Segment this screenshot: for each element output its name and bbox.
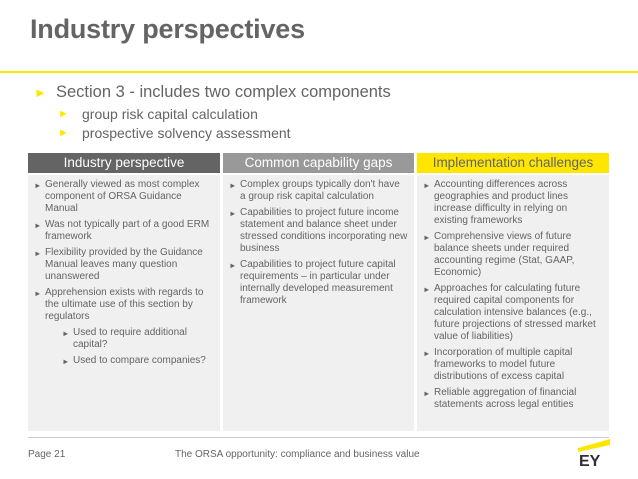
bullet-arrow-icon: ► [229,181,237,190]
list-item: ► Accounting differences across geographi… [423,179,603,227]
bullet-arrow-icon: ► [34,181,42,190]
bullet-arrow-icon: ► [423,285,431,294]
list-item-text: Used to require additional capital? [73,327,187,350]
list-subitem: ► Used to compare companies? [62,355,214,368]
list-item-text: Used to compare companies? [73,355,206,366]
section-heading: Section 3 - includes two complex compone… [56,83,391,101]
bullet-arrow-icon: ► [34,85,47,100]
list-item-text: Complex groups typically don't have a gr… [240,179,400,202]
bullet-arrow-icon: ► [229,209,237,218]
list-item-text: Incorporation of multiple capital framew… [434,347,573,382]
list-item: ► Capabilities to project future capital … [229,259,408,307]
section-subitem: ► prospective solvency assessment [58,125,624,141]
list-item-text: Reliable aggregation of financial statem… [434,387,577,410]
list-subitem: ► Used to require additional capital? [62,327,214,351]
list-item-text: Was not typically part of a good ERM fra… [45,219,210,242]
bullet-arrow-icon: ► [62,329,70,338]
list-item: ► Comprehensive views of future balance s… [423,231,603,279]
bullet-arrow-icon: ► [423,233,431,242]
list-item-text: Capabilities to project future income st… [240,207,408,254]
bullet-arrow-icon: ► [229,261,237,270]
column-industry-perspective: Industry perspective ► Generally viewed a… [28,153,220,431]
page-number: Page 21 [28,449,66,460]
list-item: ► Approaches for calculating future requi… [423,283,603,343]
list-item-text: Accounting differences across geographie… [434,179,568,226]
bullet-arrow-icon: ► [58,127,69,139]
column-body: ► Accounting differences across geographi… [417,175,609,431]
logo-beam [578,439,610,452]
list-item-text: Flexibility provided by the Guidance Man… [45,247,203,282]
perspectives-table: Industry perspective ► Generally viewed a… [28,153,609,431]
list-item-text: Capabilities to project future capital r… [240,259,396,306]
list-item: ► Reliable aggregation of financial state… [423,387,603,411]
page-title: Industry perspectives [30,14,305,44]
column-header: Common capability gaps [223,153,414,173]
section-subitem: ► group risk capital calculation [58,106,624,122]
footer-caption: The ORSA opportunity: compliance and bus… [175,449,420,460]
title-divider [0,71,638,73]
column-body: ► Generally viewed as most complex compon… [28,175,220,431]
list-item: ► Generally viewed as most complex compon… [34,179,214,215]
logo-wordmark: EY [579,453,601,468]
footer-divider [28,437,609,438]
bullet-arrow-icon: ► [423,389,431,398]
column-body: ► Complex groups typically don't have a g… [223,175,414,431]
bullet-arrow-icon: ► [58,108,69,120]
section-subitem-label: prospective solvency assessment [82,125,291,141]
list-item-text: Generally viewed as most complex compone… [45,179,200,214]
list-item-text: Comprehensive views of future balance sh… [434,231,575,278]
bullet-arrow-icon: ► [34,221,42,230]
bullet-arrow-icon: ► [423,349,431,358]
ey-logo: EY [578,439,610,468]
bullet-arrow-icon: ► [34,289,42,298]
section-heading-item: ► Section 3 - includes two complex compo… [34,83,624,102]
list-item: ► Flexibility provided by the Guidance Ma… [34,247,214,283]
section-subitem-label: group risk capital calculation [82,106,258,122]
list-item-text: Apprehension exists with regards to the … [45,287,204,322]
list-item: ► Was not typically part of a good ERM fr… [34,219,214,243]
column-header: Industry perspective [28,153,220,173]
section-bullets: ► Section 3 - includes two complex compo… [34,83,624,141]
list-item: ► Capabilities to project future income s… [229,207,408,255]
bullet-arrow-icon: ► [62,357,70,366]
bullet-arrow-icon: ► [423,181,431,190]
list-item: ► Complex groups typically don't have a g… [229,179,408,203]
list-item-text: Approaches for calculating future requir… [434,283,596,342]
bullet-arrow-icon: ► [34,249,42,258]
list-item: ► Apprehension exists with regards to the… [34,287,214,323]
column-implementation-challenges: Implementation challenges ► Accounting di… [417,153,609,431]
list-item: ► Incorporation of multiple capital frame… [423,347,603,383]
column-capability-gaps: Common capability gaps ► Complex groups t… [223,153,414,431]
column-header: Implementation challenges [417,153,609,173]
